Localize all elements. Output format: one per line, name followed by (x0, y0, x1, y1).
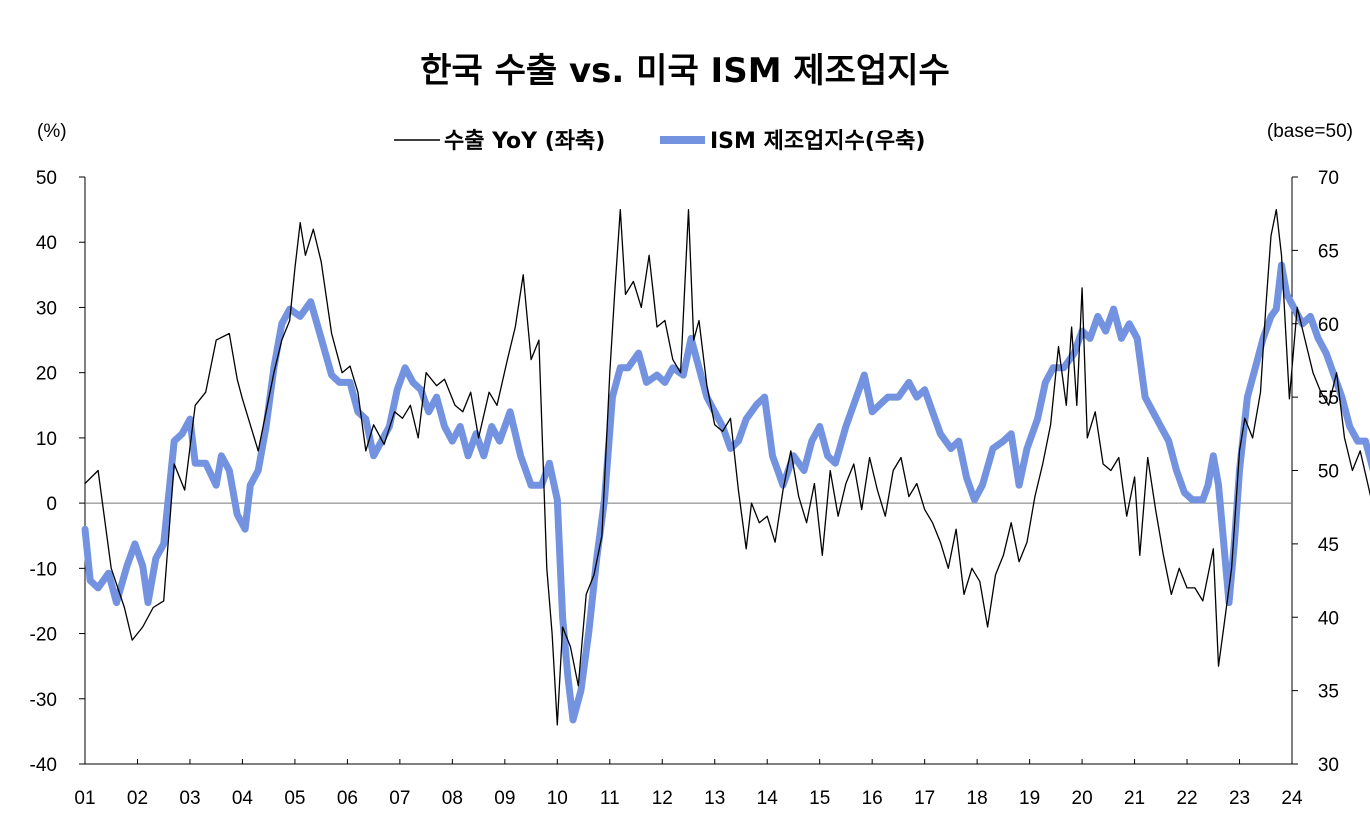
right-axis-tick-label: 40 (1318, 608, 1339, 629)
legend-label-ism: ISM 제조업지수(우축) (710, 129, 925, 154)
plot-area (81, 208, 1370, 726)
right-axis-tick-label: 60 (1318, 315, 1339, 336)
left-axis-tick-label: -40 (30, 755, 57, 776)
left-axis-unit: (%) (37, 121, 67, 142)
right-axis-tick-label: 35 (1318, 682, 1339, 703)
series-line-ism (81, 261, 1370, 724)
x-axis-tick-label: 17 (914, 788, 935, 809)
x-axis-tick-label: 16 (862, 788, 883, 809)
left-axis-tick-label: -10 (30, 559, 57, 580)
x-axis-tick-label: 04 (232, 788, 254, 809)
right-axis-tick-label: 55 (1318, 388, 1339, 409)
left-axis-tick-label: -30 (30, 690, 57, 711)
left-axis-tick-label: 20 (36, 364, 57, 385)
x-axis-tick-label: 05 (284, 788, 305, 809)
x-axis-tick-label: 23 (1229, 788, 1250, 809)
x-axis-tick-label: 14 (757, 788, 779, 809)
x-axis-tick-label: 15 (809, 788, 830, 809)
x-axis-tick-label: 01 (74, 788, 95, 809)
left-axis-tick-label: 0 (46, 494, 57, 515)
x-axis-tick-label: 19 (1019, 788, 1040, 809)
legend: 수출 YoY (좌축) ISM 제조업지수(우축) (394, 129, 925, 154)
x-axis-tick-label: 07 (389, 788, 410, 809)
series-line-export-yoy (84, 208, 1370, 726)
axes: -40-30-20-100102030405030354045505560657… (30, 168, 1339, 809)
x-axis-tick-label: 13 (704, 788, 725, 809)
legend-label-export: 수출 YoY (좌축) (444, 129, 605, 154)
x-axis-tick-label: 20 (1072, 788, 1093, 809)
left-axis-tick-label: 40 (36, 233, 57, 254)
right-axis-tick-label: 30 (1318, 755, 1339, 776)
right-axis-unit: (base=50) (1267, 121, 1353, 142)
x-axis-tick-label: 09 (494, 788, 515, 809)
x-axis-tick-label: 10 (547, 788, 568, 809)
chart-title: 한국 수출 vs. 미국 ISM 제조업지수 (420, 51, 950, 91)
x-axis-tick-label: 24 (1281, 788, 1303, 809)
x-axis-tick-label: 02 (127, 788, 148, 809)
x-axis-tick-label: 22 (1176, 788, 1197, 809)
left-axis-tick-label: 10 (36, 429, 57, 450)
x-axis-tick-label: 12 (652, 788, 673, 809)
right-axis-tick-label: 45 (1318, 535, 1339, 556)
x-axis-tick-label: 21 (1124, 788, 1145, 809)
right-axis-tick-label: 70 (1318, 168, 1339, 189)
left-axis-tick-label: 50 (36, 168, 57, 189)
left-axis-tick-label: -20 (30, 625, 57, 646)
right-axis-tick-label: 50 (1318, 462, 1339, 483)
x-axis-tick-label: 11 (600, 788, 620, 809)
x-axis-tick-label: 18 (967, 788, 988, 809)
x-axis-tick-label: 08 (442, 788, 463, 809)
x-axis-tick-label: 06 (337, 788, 358, 809)
right-axis-tick-label: 65 (1318, 241, 1339, 262)
x-axis-tick-label: 03 (179, 788, 200, 809)
left-axis-tick-label: 30 (36, 298, 57, 319)
